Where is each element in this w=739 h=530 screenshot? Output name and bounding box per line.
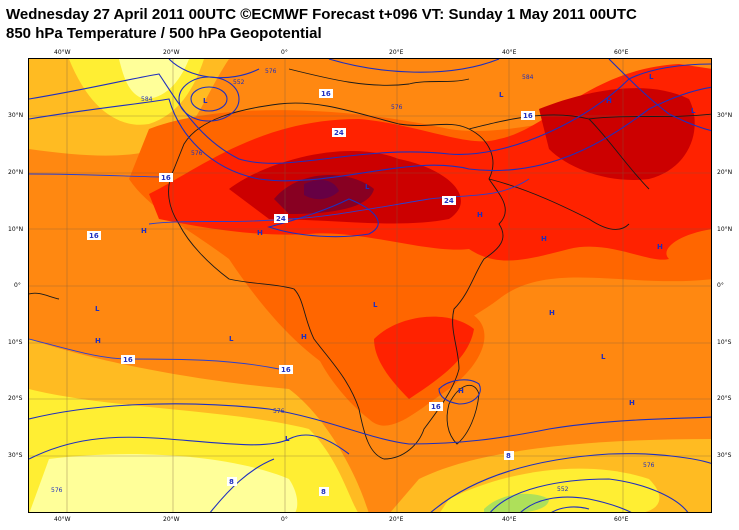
high-pressure-marker: H — [549, 309, 555, 317]
lat-label-right: 0° — [717, 282, 724, 289]
contour-label-box — [319, 487, 329, 496]
temperature-band-dark-red — [539, 88, 695, 180]
lat-label-right: 30°N — [717, 112, 733, 119]
high-pressure-marker: H — [95, 337, 101, 345]
contour-label: 8 — [229, 478, 234, 486]
contour-label-box — [521, 111, 535, 120]
geopotential-label: 576 — [191, 150, 203, 157]
contour-label: 16 — [321, 90, 331, 98]
high-pressure-marker: H — [301, 333, 307, 341]
lat-label-left: 30°N — [8, 112, 24, 119]
lon-label-top: 40°E — [502, 49, 517, 56]
low-pressure-marker: L — [691, 107, 696, 115]
contour-label-box — [274, 214, 288, 223]
low-pressure-marker: L — [229, 335, 234, 343]
geopotential-label: 552 — [233, 79, 245, 86]
geopotential-label: 584 — [141, 96, 153, 103]
temperature-band-pale-yellow — [29, 454, 298, 512]
contour-label: 8 — [506, 452, 511, 460]
lon-label-bottom: 40°E — [502, 516, 517, 523]
lon-label-bottom: 60°E — [614, 516, 629, 523]
contour-label: 16 — [89, 232, 99, 240]
contour-label: 24 — [334, 129, 344, 137]
contour-label-box — [87, 231, 101, 240]
low-pressure-marker: L — [203, 97, 208, 105]
geopotential-label: 576 — [51, 487, 63, 494]
contour-label-box — [159, 173, 173, 182]
contour-label: 16 — [281, 366, 291, 374]
high-pressure-marker: H — [477, 211, 483, 219]
contour-label-box — [332, 128, 346, 137]
low-pressure-marker: L — [649, 73, 654, 81]
geopotential-label: 576 — [391, 104, 403, 111]
contour-label: 24 — [444, 197, 454, 205]
lat-label-left: 0° — [14, 282, 21, 289]
low-pressure-marker: L — [285, 435, 290, 443]
lat-label-right: 10°S — [717, 339, 732, 346]
geopotential-label: 552 — [557, 486, 569, 493]
high-pressure-marker: H — [541, 235, 547, 243]
map-title: Wednesday 27 April 2011 00UTC ©ECMWF For… — [6, 6, 637, 23]
geopotential-label: 576 — [273, 408, 285, 415]
low-pressure-marker: L — [601, 353, 606, 361]
lat-label-left: 10°S — [8, 339, 23, 346]
contour-label-box — [429, 402, 443, 411]
geopotential-label: 584 — [522, 74, 534, 81]
lat-label-left: 10°N — [8, 226, 24, 233]
low-pressure-marker: L — [95, 305, 100, 313]
lat-label-left: 20°S — [8, 395, 23, 402]
contour-label-box — [319, 89, 333, 98]
geopotential-label: 576 — [265, 68, 277, 75]
temperature-band-green — [484, 493, 549, 512]
lon-label-bottom: 20°W — [163, 516, 180, 523]
lon-label-bottom: 0° — [281, 516, 288, 523]
contour-label: 8 — [321, 488, 326, 496]
coastline — [29, 68, 711, 460]
lat-label-right: 20°N — [717, 169, 733, 176]
lat-label-right: 30°S — [717, 452, 732, 459]
weather-map[interactable]: 16 16 16 16 16 24 24 24 16 16 8 8 8 552 … — [28, 58, 712, 513]
geopotential-labels: 552 576 584 576 576 584 576 576 576 552 — [51, 68, 655, 494]
lon-label-top: 20°E — [389, 49, 404, 56]
contour-label-box — [504, 451, 514, 460]
temperature-band-red — [374, 316, 474, 399]
contour-label: 16 — [123, 356, 133, 364]
contour-label-box — [227, 477, 237, 486]
lat-label-left: 20°N — [8, 169, 24, 176]
lon-label-top: 0° — [281, 49, 288, 56]
lon-label-top: 20°W — [163, 49, 180, 56]
high-pressure-marker: H — [257, 229, 263, 237]
lat-label-right: 10°N — [717, 226, 733, 233]
high-pressure-marker: H — [606, 97, 612, 105]
high-pressure-marker: H — [629, 399, 635, 407]
contour-label-box — [279, 365, 293, 374]
lat-label-left: 30°S — [8, 452, 23, 459]
low-pressure-marker: L — [499, 91, 504, 99]
temperature-band-pale-yellow — [119, 59, 189, 99]
lat-label-right: 20°S — [717, 395, 732, 402]
pressure-centers: L L L L L L L L L L H H H H H H H H H H … — [95, 73, 696, 443]
lon-label-top: 40°W — [54, 49, 71, 56]
high-pressure-marker: H — [657, 243, 663, 251]
contour-label: 16 — [523, 112, 533, 120]
contour-label: 16 — [431, 403, 441, 411]
high-pressure-marker: H — [458, 387, 464, 395]
weather-map-canvas: 16 16 16 16 16 24 24 24 16 16 8 8 8 552 … — [29, 59, 711, 512]
high-pressure-marker: H — [141, 227, 147, 235]
contour-labels: 16 16 16 16 16 24 24 24 16 16 8 8 8 — [87, 89, 535, 496]
geopotential-contours — [29, 59, 711, 512]
low-pressure-marker: L — [373, 301, 378, 309]
contour-label-box — [121, 355, 135, 364]
temperature-band-purple — [304, 179, 339, 200]
contour-label: 16 — [161, 174, 171, 182]
contour-label-box — [442, 196, 456, 205]
lon-label-bottom: 20°E — [389, 516, 404, 523]
low-pressure-marker: L — [365, 183, 370, 191]
lon-label-top: 60°E — [614, 49, 629, 56]
map-subtitle: 850 hPa Temperature / 500 hPa Geopotenti… — [6, 25, 322, 42]
geopotential-label: 576 — [643, 462, 655, 469]
contour-label: 24 — [276, 215, 286, 223]
lon-label-bottom: 40°W — [54, 516, 71, 523]
